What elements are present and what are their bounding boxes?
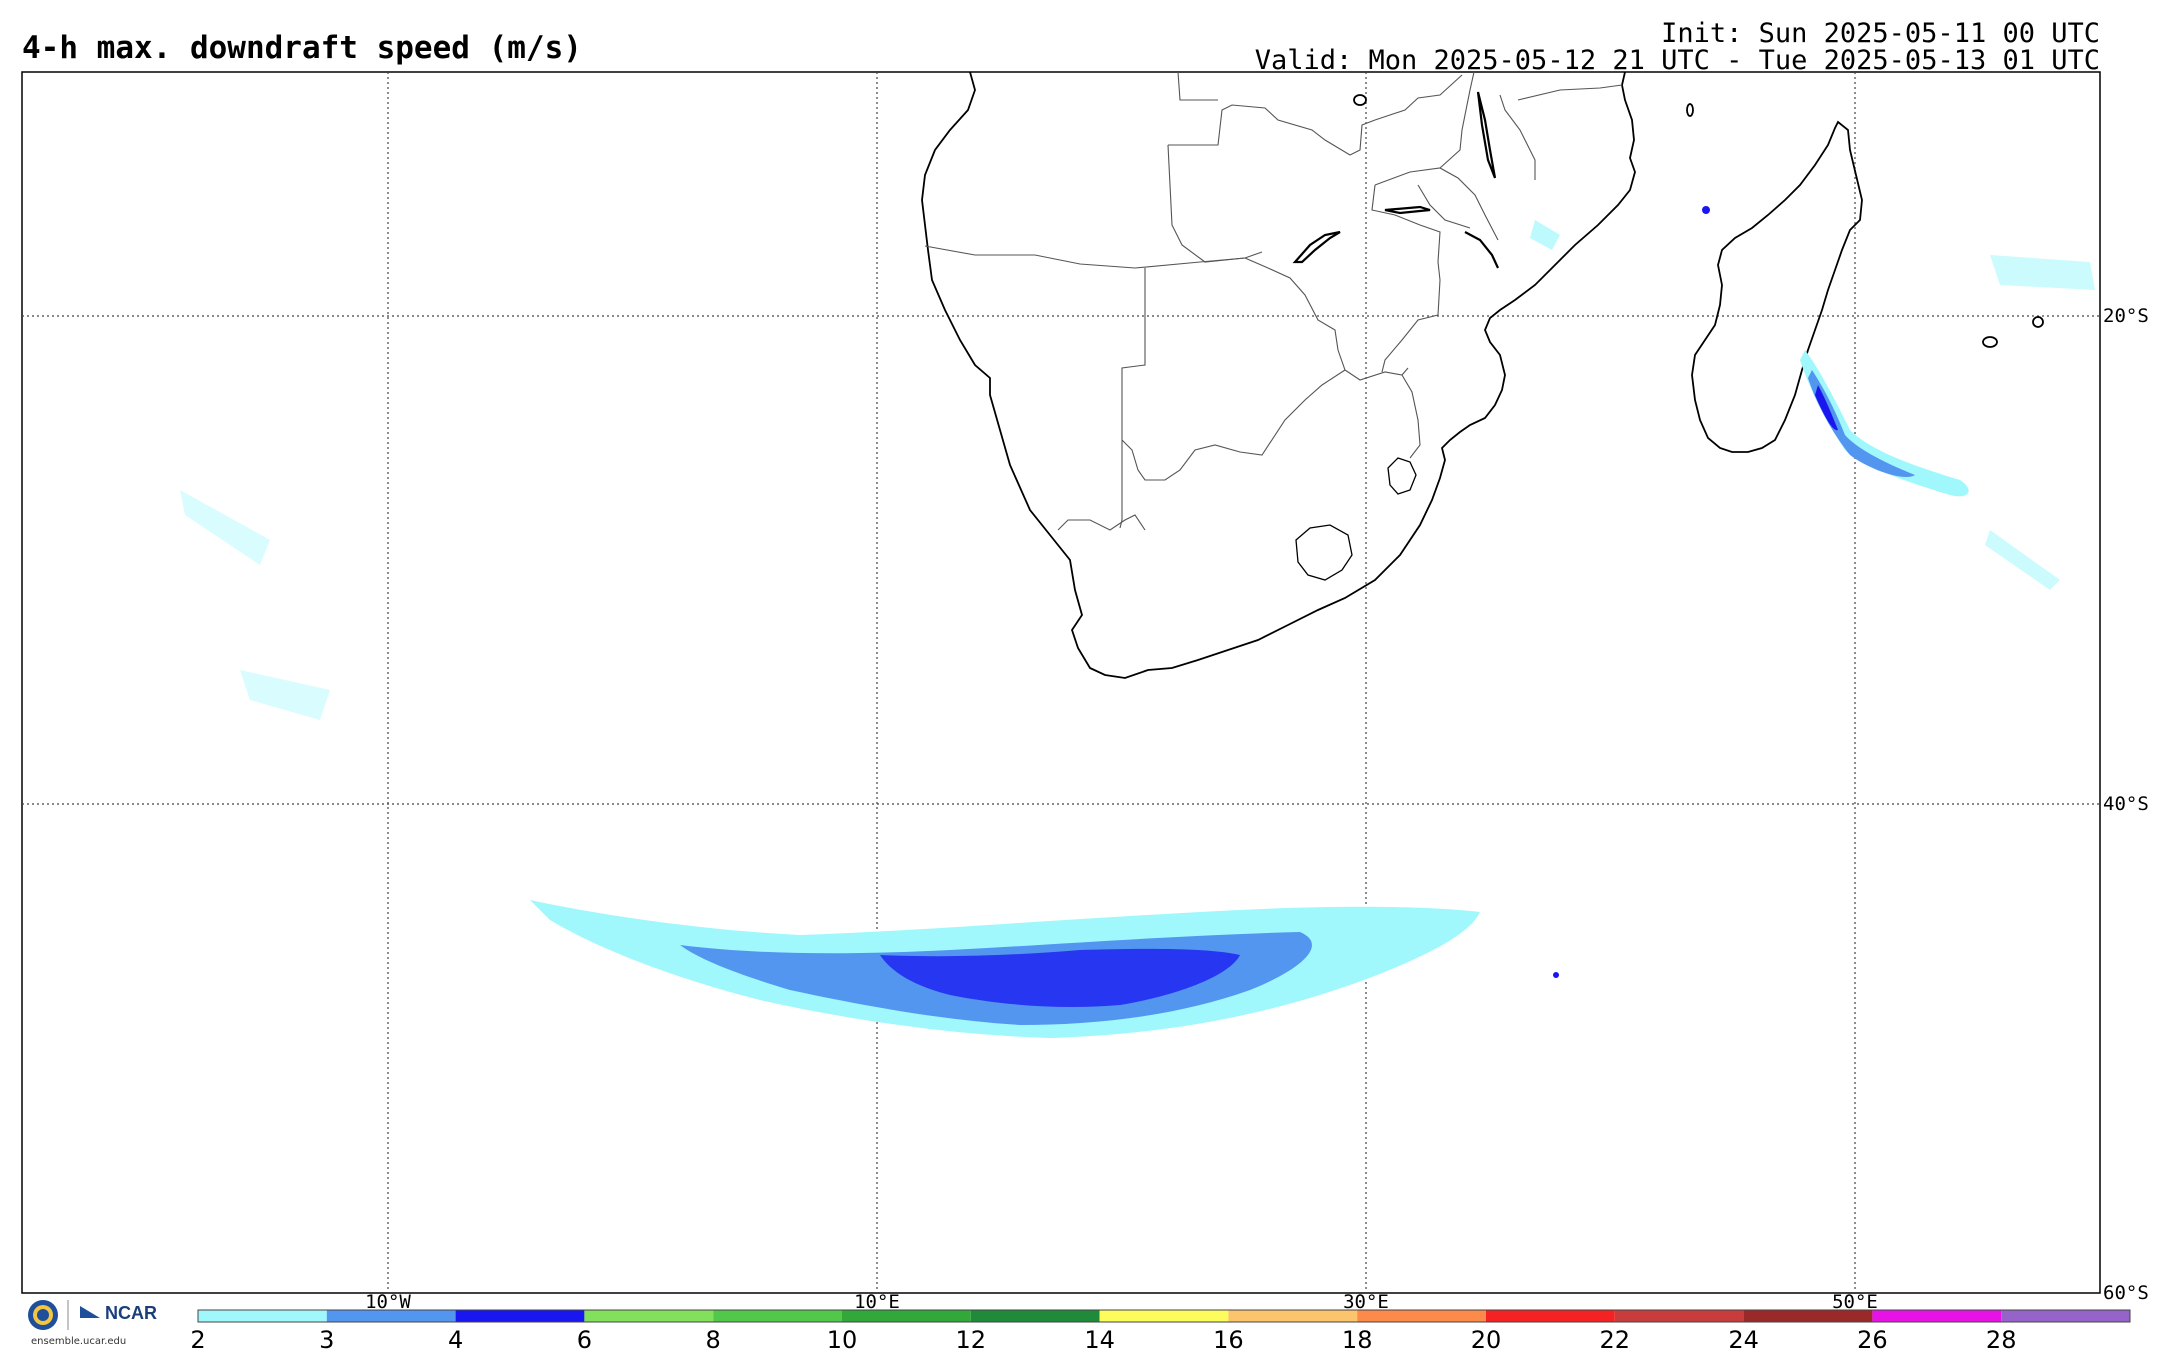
colorbar-swatch xyxy=(1614,1310,1744,1322)
colorbar-tick-label: 26 xyxy=(1857,1326,1888,1354)
longitude-labels: 10°W 10°E 30°E 50°E xyxy=(365,1291,1878,1313)
lat-label-20s: 20°S xyxy=(2103,305,2149,327)
colorbar-tick-label: 4 xyxy=(448,1326,463,1354)
graticule xyxy=(22,72,2100,1293)
colorbar-swatch xyxy=(1872,1310,2002,1322)
colorbar-tick-label: 22 xyxy=(1600,1326,1631,1354)
colorbar-tick-label: 3 xyxy=(319,1326,334,1354)
colorbar-tick-label: 18 xyxy=(1342,1326,1373,1354)
colorbar-tick-label: 12 xyxy=(956,1326,987,1354)
colorbar-swatch xyxy=(198,1310,327,1322)
lon-label-30e: 30°E xyxy=(1343,1291,1389,1313)
footer-url: ensemble.ucar.edu xyxy=(31,1336,127,1347)
colorbar-swatch xyxy=(1486,1310,1615,1322)
init-time: Init: Sun 2025-05-11 00 UTC xyxy=(1661,18,2100,49)
colorbar-swatch xyxy=(1357,1310,1486,1322)
colorbar-swatch xyxy=(1228,1310,1358,1322)
latitude-labels: 20°S 40°S 60°S xyxy=(2103,305,2149,1304)
colorbar-swatch xyxy=(2001,1310,2130,1322)
colorbar-tick-label: 8 xyxy=(706,1326,721,1354)
colorbar-tick-label: 28 xyxy=(1986,1326,2017,1354)
colorbar-swatch xyxy=(455,1310,585,1322)
lat-label-60s: 60°S xyxy=(2103,1282,2149,1304)
downdraft-shading xyxy=(180,206,2095,1038)
lon-label-10e: 10°E xyxy=(854,1291,900,1313)
map-frame xyxy=(21,71,2101,1294)
colorbar-swatch xyxy=(842,1310,971,1322)
coastline xyxy=(921,71,2044,679)
ncar-logo-icon xyxy=(67,1300,100,1330)
colorbar-swatch xyxy=(326,1310,456,1322)
nsf-logo-icon xyxy=(28,1300,58,1330)
colorbar-swatch xyxy=(713,1310,842,1322)
colorbar-swatch xyxy=(1743,1310,1873,1322)
lon-label-10w: 10°W xyxy=(365,1291,411,1313)
colorbar-outline xyxy=(197,1309,2131,1323)
lat-label-40s: 40°S xyxy=(2103,793,2149,815)
run-times: Init: Sun 2025-05-11 00 UTC Valid: Mon 2… xyxy=(1255,20,2100,74)
colorbar-tick-label: 14 xyxy=(1084,1326,1115,1354)
colorbar-swatch xyxy=(970,1310,1100,1322)
colorbar-tick-label: 24 xyxy=(1728,1326,1759,1354)
colorbar-tick-label: 6 xyxy=(577,1326,592,1354)
colorbar-tick-label: 20 xyxy=(1471,1326,1502,1354)
ncar-label: NCAR xyxy=(105,1303,157,1323)
colorbar-swatch xyxy=(584,1310,714,1322)
colorbar-swatch xyxy=(1099,1310,1229,1322)
colorbar-tick-label: 16 xyxy=(1213,1326,1244,1354)
country-borders xyxy=(924,71,1623,531)
colorbar-tick-label: 10 xyxy=(827,1326,858,1354)
colorbar-tick-label: 2 xyxy=(190,1326,205,1354)
map-title: 4-h max. downdraft speed (m/s) xyxy=(22,30,582,66)
colorbar: 2 3 4 6 8 10 12 14 16 18 20 22 24 26 28 xyxy=(190,1309,2131,1354)
valid-time: Valid: Mon 2025-05-12 21 UTC - Tue 2025-… xyxy=(1254,45,2100,76)
lon-label-50e: 50°E xyxy=(1832,1291,1878,1313)
